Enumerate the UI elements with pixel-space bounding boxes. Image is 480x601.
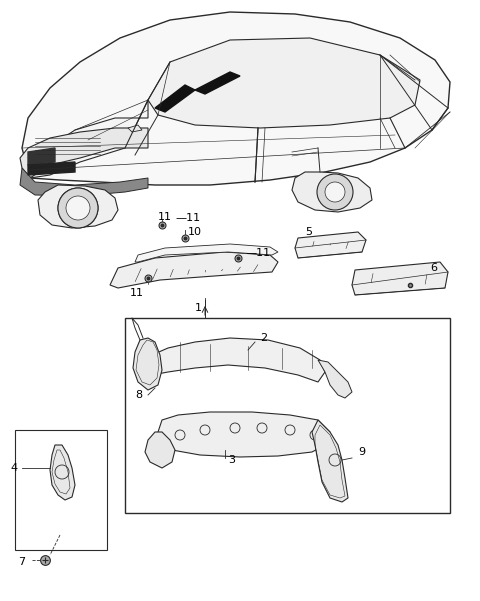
Polygon shape [295,232,366,258]
Text: 3: 3 [228,455,235,465]
Polygon shape [148,338,325,382]
Text: 4: 4 [10,463,17,473]
Circle shape [66,196,90,220]
Polygon shape [110,252,278,288]
Polygon shape [312,420,348,502]
Polygon shape [352,262,448,295]
Polygon shape [135,244,278,262]
Text: 2: 2 [260,333,267,343]
Text: 11: 11 [130,288,144,298]
Text: 8: 8 [135,390,142,400]
Polygon shape [318,360,352,398]
Bar [125,318,450,513]
Polygon shape [155,85,195,112]
Text: 11: 11 [158,212,172,222]
Polygon shape [145,432,175,468]
Circle shape [58,188,98,228]
Polygon shape [195,72,240,94]
Circle shape [325,182,345,202]
Circle shape [317,174,353,210]
Text: 1: 1 [194,303,202,313]
Text: 9: 9 [358,447,365,457]
Text: 6: 6 [430,263,437,273]
Polygon shape [50,445,75,500]
Polygon shape [128,125,142,132]
Polygon shape [133,338,162,390]
Text: 10: 10 [188,227,202,237]
Bar [15,430,107,550]
Text: —11: —11 [175,213,200,223]
Polygon shape [292,172,372,212]
Polygon shape [22,12,450,185]
Polygon shape [148,38,420,128]
Text: 7: 7 [18,557,25,567]
Polygon shape [30,100,148,178]
Polygon shape [158,412,330,457]
Polygon shape [28,148,55,165]
Text: 5: 5 [305,227,312,237]
Polygon shape [28,162,75,175]
Polygon shape [20,168,148,196]
Text: —11: —11 [245,248,270,258]
Polygon shape [20,128,148,178]
Polygon shape [38,185,118,228]
